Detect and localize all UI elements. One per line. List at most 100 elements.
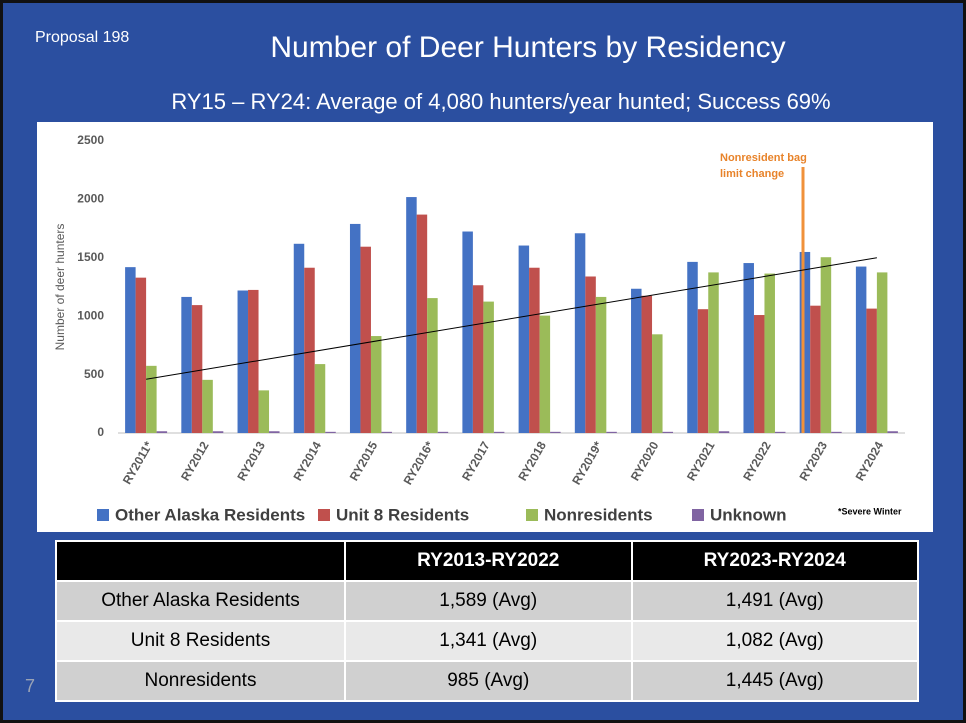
x-tick-label: RY2024	[853, 439, 887, 483]
bar	[585, 276, 596, 433]
bar	[191, 305, 203, 433]
y-tick-label: 2000	[77, 192, 104, 206]
cell: 1,341 (Avg)	[344, 620, 633, 662]
bar	[135, 277, 147, 433]
x-tick-label: RY2018	[515, 439, 549, 483]
bar	[810, 305, 821, 433]
x-tick-label: RY2014	[291, 439, 325, 483]
summary-table: RY2013-RY2022 RY2023-RY2024 Other Alaska …	[55, 540, 919, 702]
bar	[518, 245, 530, 433]
x-tick-label: RY2019*	[569, 439, 605, 487]
x-tick-label: RY2013	[234, 439, 268, 483]
cell: 1,491 (Avg)	[630, 580, 919, 622]
header-row: RY2013-RY2022 RY2023-RY2024	[55, 540, 919, 582]
legend-swatch	[318, 509, 330, 521]
trendline	[146, 257, 877, 380]
cell: 1,445 (Avg)	[630, 660, 919, 702]
cell: 1,589 (Avg)	[344, 580, 633, 622]
bar	[753, 315, 765, 433]
row: Unit 8 Residents 1,341 (Avg) 1,082 (Avg)	[55, 620, 919, 662]
row: Other Alaska Residents 1,589 (Avg) 1,491 (…	[55, 580, 919, 622]
cell: Other Alaska Residents	[55, 580, 346, 622]
y-tick-label: 500	[84, 367, 104, 381]
legend-label: Unit 8 Residents	[336, 505, 469, 524]
bar	[370, 336, 382, 433]
bar	[125, 267, 136, 433]
bar	[550, 431, 561, 433]
bar	[887, 431, 898, 433]
bar	[472, 285, 484, 433]
x-tick-label: RY2020	[628, 439, 662, 483]
bar	[269, 431, 280, 433]
bar	[202, 379, 213, 433]
bar	[462, 231, 473, 433]
bar	[314, 364, 326, 433]
footnote: *Severe Winter	[838, 506, 902, 516]
bar	[708, 272, 719, 433]
bar	[799, 251, 811, 433]
x-tick-label: RY2016*	[401, 439, 437, 487]
x-tick-label: RY2012	[178, 439, 212, 483]
cell: Unit 8 Residents	[55, 620, 346, 662]
bar	[381, 431, 392, 433]
bar	[349, 223, 361, 433]
row: Nonresidents 985 (Avg) 1,445 (Avg)	[55, 660, 919, 702]
y-tick-label: 2500	[77, 133, 104, 147]
legend-label: Other Alaska Residents	[115, 505, 305, 524]
bar	[237, 290, 249, 433]
subtitle: RY15 – RY24: Average of 4,080 hunters/ye…	[171, 89, 831, 114]
bar	[687, 261, 698, 433]
bar	[156, 431, 168, 433]
col-head: RY2023-RY2024	[630, 540, 919, 582]
bar	[606, 431, 617, 433]
y-tick-label: 1000	[77, 308, 104, 322]
bar	[293, 243, 305, 433]
proposal: Proposal 198	[35, 29, 130, 46]
y-axis-label: Number of deer hunters	[53, 224, 67, 351]
x-tick-label: RY2023	[796, 439, 830, 483]
bar	[876, 272, 888, 433]
corner	[55, 540, 346, 582]
legend-label: Unknown	[710, 505, 787, 524]
bar	[662, 431, 674, 433]
bar	[718, 431, 730, 433]
bar	[866, 308, 877, 433]
bar	[212, 431, 224, 433]
cell: Nonresidents	[55, 660, 346, 702]
page-number: 7	[25, 676, 36, 696]
bar	[181, 296, 192, 433]
bar	[855, 266, 867, 433]
bar	[574, 233, 586, 433]
x-tick-label: RY2017	[459, 439, 493, 483]
bar	[697, 309, 709, 433]
legend-swatch	[97, 509, 109, 521]
x-tick-label: RY2022	[740, 439, 774, 483]
bar	[258, 390, 270, 433]
bar	[539, 315, 551, 433]
legend-swatch	[526, 509, 538, 521]
col-head: RY2013-RY2022	[344, 540, 633, 582]
bar	[631, 288, 642, 433]
x-tick-label: RY2015	[347, 439, 381, 483]
y-tick-label: 0	[97, 425, 104, 439]
bar	[325, 431, 336, 433]
y-tick-label: 1500	[77, 250, 104, 264]
bar	[529, 267, 540, 433]
bar	[437, 431, 449, 433]
bar	[360, 246, 371, 433]
cell: 1,082 (Avg)	[630, 620, 919, 662]
bar	[406, 197, 417, 433]
bar	[652, 334, 663, 433]
bar	[427, 298, 438, 433]
bar	[146, 365, 157, 433]
bar	[483, 301, 494, 433]
legend-swatch	[692, 509, 704, 521]
x-tick-label: RY2011*	[120, 439, 156, 487]
bar	[774, 431, 786, 433]
legend-label: Nonresidents	[544, 505, 653, 524]
annotation: Nonresident bag limit change	[720, 152, 807, 180]
bar	[641, 295, 653, 433]
bar	[764, 273, 775, 433]
bar	[820, 257, 832, 433]
